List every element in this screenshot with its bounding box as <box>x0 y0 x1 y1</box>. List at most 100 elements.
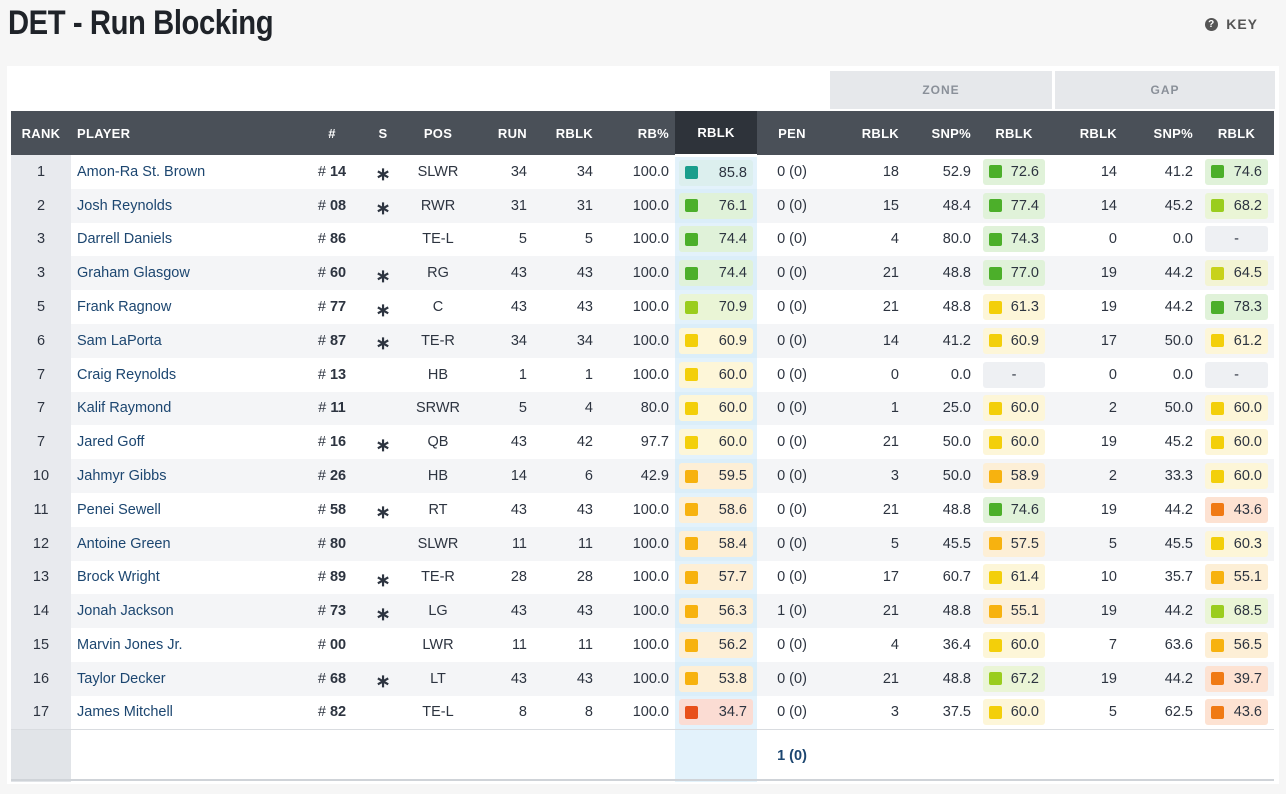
player-link[interactable]: Darrell Daniels <box>77 231 173 248</box>
grade-color-swatch <box>685 401 698 415</box>
jersey-hash: # <box>317 265 330 282</box>
rank-cell: 12 <box>11 526 71 561</box>
col-zone-snp-pct[interactable]: SNP% <box>905 111 977 155</box>
table-row[interactable]: 2 Josh Reynolds # 08 ∗ RWR 31 31 100.0 76.1 0 (0)… <box>11 188 1274 223</box>
table-row[interactable]: 11 Penei Sewell # 58 ∗ RT 43 43 100.0 58.6 0 (0) 2… <box>11 492 1274 527</box>
rb-pct-cell: 100.0 <box>599 256 675 291</box>
run-cell: 43 <box>471 290 533 324</box>
col-position[interactable]: POS <box>405 111 471 155</box>
gap-snp-pct-cell: 63.6 <box>1123 628 1199 662</box>
player-link[interactable]: Jahmyr Gibbs <box>77 468 167 485</box>
rblk-grade-cell: 60.0 <box>675 357 757 392</box>
run-cell: 1 <box>471 357 533 392</box>
player-link[interactable]: Antoine Green <box>77 535 171 552</box>
col-gap-snp-pct[interactable]: SNP% <box>1123 111 1199 155</box>
run-cell: 43 <box>471 661 533 696</box>
grade-value: 77.4 <box>1010 197 1039 214</box>
zone-grade-badge: 67.2 <box>983 665 1045 692</box>
col-gap-grade[interactable]: RBLK <box>1199 111 1274 155</box>
col-gap-rblk[interactable]: RBLK <box>1051 111 1123 155</box>
zone-grade-badge: 61.4 <box>983 564 1045 591</box>
grade-color-swatch <box>1211 638 1224 652</box>
col-rblk[interactable]: RBLK <box>533 111 599 155</box>
player-link[interactable]: Josh Reynolds <box>77 197 173 214</box>
starter-cell: ∗ <box>361 323 405 358</box>
player-link[interactable]: Taylor Decker <box>77 670 166 687</box>
table-row[interactable]: 7 Kalif Raymond # 11 SRWR 5 4 80.0 60.0 0 (0) 1 25… <box>11 391 1274 426</box>
table-row[interactable]: 1 Amon-Ra St. Brown # 14 ∗ SLWR 34 34 100.0 85.8… <box>11 155 1274 189</box>
grade-color-swatch <box>1211 570 1224 584</box>
pen-cell: 0 (0) <box>757 256 827 291</box>
col-player[interactable]: PLAYER <box>71 111 303 155</box>
gap-grade-badge: 60.0 <box>1205 395 1268 422</box>
table-row[interactable]: 3 Darrell Daniels # 86 TE-L 5 5 100.0 74.4 0 (0)… <box>11 222 1274 257</box>
player-link[interactable]: Graham Glasgow <box>77 265 190 282</box>
table-row[interactable]: 15 Marvin Jones Jr. # 00 LWR 11 11 100.0 56.2 0 … <box>11 628 1274 662</box>
player-link[interactable]: Jared Goff <box>77 434 145 451</box>
key-button[interactable]: ? KEY <box>1205 16 1258 32</box>
player-link[interactable]: Penei Sewell <box>77 501 161 518</box>
player-link[interactable]: Brock Wright <box>77 569 160 586</box>
gap-rblk-cell: 14 <box>1051 155 1123 189</box>
col-pen[interactable]: PEN <box>757 111 827 155</box>
grade-value: 74.6 <box>1233 163 1262 180</box>
col-run[interactable]: RUN <box>471 111 533 155</box>
position-cell: RG <box>405 256 471 291</box>
player-link[interactable]: Marvin Jones Jr. <box>77 637 183 654</box>
rb-pct-cell: 100.0 <box>599 290 675 324</box>
player-link[interactable]: Craig Reynolds <box>77 366 177 383</box>
table-row[interactable]: 14 Jonah Jackson # 73 ∗ LG 43 43 100.0 56.3 1 (0)… <box>11 594 1274 629</box>
key-label: KEY <box>1226 16 1258 32</box>
grade-value: 74.3 <box>1010 231 1039 248</box>
jersey-hash: # <box>317 163 330 180</box>
zone-grade-cell: 61.4 <box>977 560 1051 595</box>
rblk-grade-cell: 57.7 <box>675 560 757 595</box>
table-row[interactable]: 17 James Mitchell # 82 TE-L 8 8 100.0 34.7 0 (0)… <box>11 695 1274 730</box>
gap-grade-badge: 78.3 <box>1205 294 1268 321</box>
table-row[interactable]: 7 Jared Goff # 16 ∗ QB 43 42 97.7 60.0 0 (0) 21 50.… <box>11 425 1274 460</box>
grade-value: 55.1 <box>1010 603 1039 620</box>
col-zone-rblk[interactable]: RBLK <box>827 111 905 155</box>
zone-grade-cell: 60.9 <box>977 323 1051 358</box>
rblk-cell: 42 <box>533 425 599 460</box>
table-row[interactable]: 12 Antoine Green # 80 SLWR 11 11 100.0 58.4 0 (0… <box>11 526 1274 561</box>
table-row[interactable]: 16 Taylor Decker # 68 ∗ LT 43 43 100.0 53.8 0 (0)… <box>11 661 1274 696</box>
zone-rblk-cell: 1 <box>827 391 905 426</box>
grade-color-swatch <box>989 604 1002 618</box>
table-row[interactable]: 13 Brock Wright # 89 ∗ TE-R 28 28 100.0 57.7 0 (0… <box>11 560 1274 595</box>
player-cell: James Mitchell <box>71 695 303 730</box>
zone-rblk-cell: 5 <box>827 526 905 561</box>
pen-cell: 0 (0) <box>757 695 827 730</box>
player-link[interactable]: Jonah Jackson <box>77 603 174 620</box>
col-zone-grade[interactable]: RBLK <box>977 111 1051 155</box>
player-link[interactable]: Kalif Raymond <box>77 400 172 417</box>
col-rank[interactable]: RANK <box>11 111 71 155</box>
col-rblk-grade[interactable]: RBLK <box>675 111 757 157</box>
col-number[interactable]: # <box>303 111 361 155</box>
grade-value: - <box>1234 231 1239 248</box>
pen-cell: 0 (0) <box>757 155 827 189</box>
col-rb-pct[interactable]: RB% <box>599 111 675 155</box>
table-row[interactable]: 7 Craig Reynolds # 13 HB 1 1 100.0 60.0 0 (0) 0 0.… <box>11 357 1274 392</box>
grade-value: 60.0 <box>718 400 747 417</box>
table-row[interactable]: 5 Frank Ragnow # 77 ∗ C 43 43 100.0 70.9 0 (0) 21 4… <box>11 290 1274 324</box>
table-row[interactable]: 10 Jahmyr Gibbs # 26 HB 14 6 42.9 59.5 0 (0) 3 50.… <box>11 459 1274 493</box>
grade-value: - <box>1011 366 1017 383</box>
player-link[interactable]: James Mitchell <box>77 704 173 721</box>
player-link[interactable]: Sam LaPorta <box>77 332 162 349</box>
pen-cell: 0 (0) <box>757 391 827 426</box>
rblk-grade-cell: 74.4 <box>675 222 757 257</box>
table-row[interactable]: 3 Graham Glasgow # 60 ∗ RG 43 43 100.0 74.4 0 (0)… <box>11 256 1274 291</box>
table-row[interactable]: 6 Sam LaPorta # 87 ∗ TE-R 34 34 100.0 60.9 0 (0) 1… <box>11 323 1274 358</box>
grade-value: 64.5 <box>1233 265 1262 282</box>
grade-value: 60.0 <box>1233 434 1262 451</box>
jersey-number: 87 <box>329 332 347 349</box>
grade-color-swatch <box>989 469 1002 483</box>
player-link[interactable]: Amon-Ra St. Brown <box>77 163 206 180</box>
player-cell: Josh Reynolds <box>71 188 303 223</box>
zone-grade-badge: 55.1 <box>983 598 1045 625</box>
grade-value: 74.4 <box>718 265 747 282</box>
player-link[interactable]: Frank Ragnow <box>77 299 172 316</box>
jersey-hash: # <box>317 670 330 687</box>
col-starter[interactable]: S <box>361 111 405 155</box>
